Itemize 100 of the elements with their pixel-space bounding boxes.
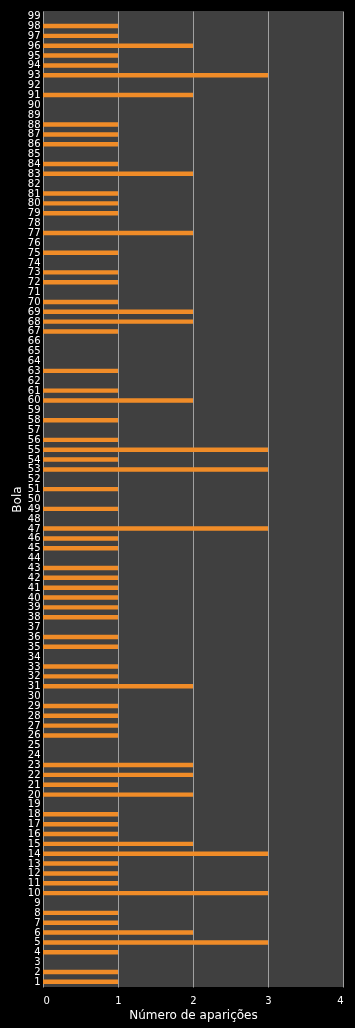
y-tick-label: 22 <box>27 768 41 780</box>
bar <box>43 634 118 640</box>
x-tick-label: 3 <box>265 994 272 1006</box>
bar <box>43 132 118 137</box>
y-tick-label: 14 <box>27 847 41 859</box>
bar <box>43 703 118 709</box>
bar <box>43 792 193 797</box>
y-tick-label: 68 <box>27 315 41 327</box>
bar <box>43 782 118 787</box>
y-tick-label: 13 <box>27 857 41 869</box>
bar <box>43 595 118 600</box>
bar <box>43 309 193 314</box>
bar <box>43 486 118 492</box>
bar <box>43 417 118 423</box>
y-tick-label: 43 <box>27 561 41 573</box>
y-tick-label: 62 <box>27 374 41 386</box>
y-tick-label: 70 <box>27 295 41 307</box>
bar <box>43 812 118 817</box>
bar <box>43 122 118 127</box>
bar <box>43 762 193 768</box>
bar <box>43 319 193 324</box>
bar <box>43 536 118 541</box>
bar <box>43 969 118 975</box>
y-tick-label: 75 <box>27 246 41 258</box>
bar <box>43 191 118 196</box>
y-tick-label: 88 <box>27 118 41 130</box>
x-axis-title: Número de aparições <box>129 1007 258 1022</box>
y-tick-label: 59 <box>27 404 41 416</box>
y-tick-label: 8 <box>34 906 41 918</box>
y-tick-label: 42 <box>27 571 41 583</box>
bar <box>43 270 118 275</box>
bar <box>43 467 268 472</box>
y-tick-label: 72 <box>27 276 41 288</box>
bar <box>43 329 118 334</box>
y-tick-label: 18 <box>27 808 41 820</box>
bar <box>43 920 118 925</box>
bar <box>43 437 118 443</box>
y-tick-label: 83 <box>27 167 41 179</box>
y-tick-label: 60 <box>27 394 41 406</box>
bar <box>43 950 118 955</box>
y-tick-label: 44 <box>27 552 41 564</box>
bar <box>43 53 118 58</box>
bar <box>43 73 268 78</box>
y-tick-label: 7 <box>34 916 41 928</box>
bar <box>43 250 118 255</box>
bar <box>43 565 118 571</box>
y-tick-label: 96 <box>27 39 41 51</box>
bar <box>43 841 193 847</box>
y-tick-label: 49 <box>27 502 41 514</box>
y-tick-label: 80 <box>27 197 41 209</box>
y-tick-label: 90 <box>27 98 41 110</box>
bar <box>43 43 193 48</box>
y-tick-label: 77 <box>27 226 41 238</box>
bar <box>43 280 118 285</box>
bar <box>43 142 118 147</box>
y-tick-label: 73 <box>27 266 41 278</box>
y-tick-label: 99 <box>27 10 41 22</box>
y-tick-label: 74 <box>27 256 41 268</box>
y-tick-label: 38 <box>27 611 41 623</box>
bar <box>43 388 118 393</box>
bar <box>43 92 193 98</box>
x-tick-label: 2 <box>190 994 197 1006</box>
y-tick-label: 2 <box>34 965 41 977</box>
y-tick-label: 91 <box>27 89 41 100</box>
bar <box>43 861 118 866</box>
bar <box>43 821 118 827</box>
y-tick-label: 30 <box>27 690 41 702</box>
y-tick-label: 11 <box>27 877 41 889</box>
bar <box>43 161 118 167</box>
bar <box>43 201 118 206</box>
bar <box>43 831 118 837</box>
y-tick-label: 26 <box>27 729 41 741</box>
y-tick-label: 31 <box>27 680 41 692</box>
y-tick-label: 20 <box>27 788 41 800</box>
bar <box>43 979 118 985</box>
y-tick-label: 51 <box>27 483 41 495</box>
bar <box>43 447 268 452</box>
bar <box>43 851 268 856</box>
y-tick-label: 97 <box>27 29 41 41</box>
y-tick-label: 95 <box>27 49 41 61</box>
y-tick-label: 71 <box>27 286 41 298</box>
y-tick-label: 9 <box>34 897 41 908</box>
y-tick-label: 79 <box>27 207 41 219</box>
bar <box>43 605 118 610</box>
bar <box>43 585 118 590</box>
y-tick-label: 15 <box>27 837 41 849</box>
y-tick-label: 33 <box>27 660 41 672</box>
y-tick-label: 56 <box>27 433 41 445</box>
y-tick-label: 5 <box>34 936 41 948</box>
y-tick-label: 48 <box>27 512 41 524</box>
bar <box>43 930 193 935</box>
bar <box>43 23 118 29</box>
y-tick-label: 53 <box>27 463 41 475</box>
y-axis-title: Bola <box>9 486 24 513</box>
y-tick-label: 29 <box>27 699 41 711</box>
bar <box>43 644 118 650</box>
y-tick-label: 65 <box>27 345 41 357</box>
bar <box>43 615 118 620</box>
y-tick-label: 63 <box>27 364 41 376</box>
y-tick-label: 37 <box>27 621 41 633</box>
